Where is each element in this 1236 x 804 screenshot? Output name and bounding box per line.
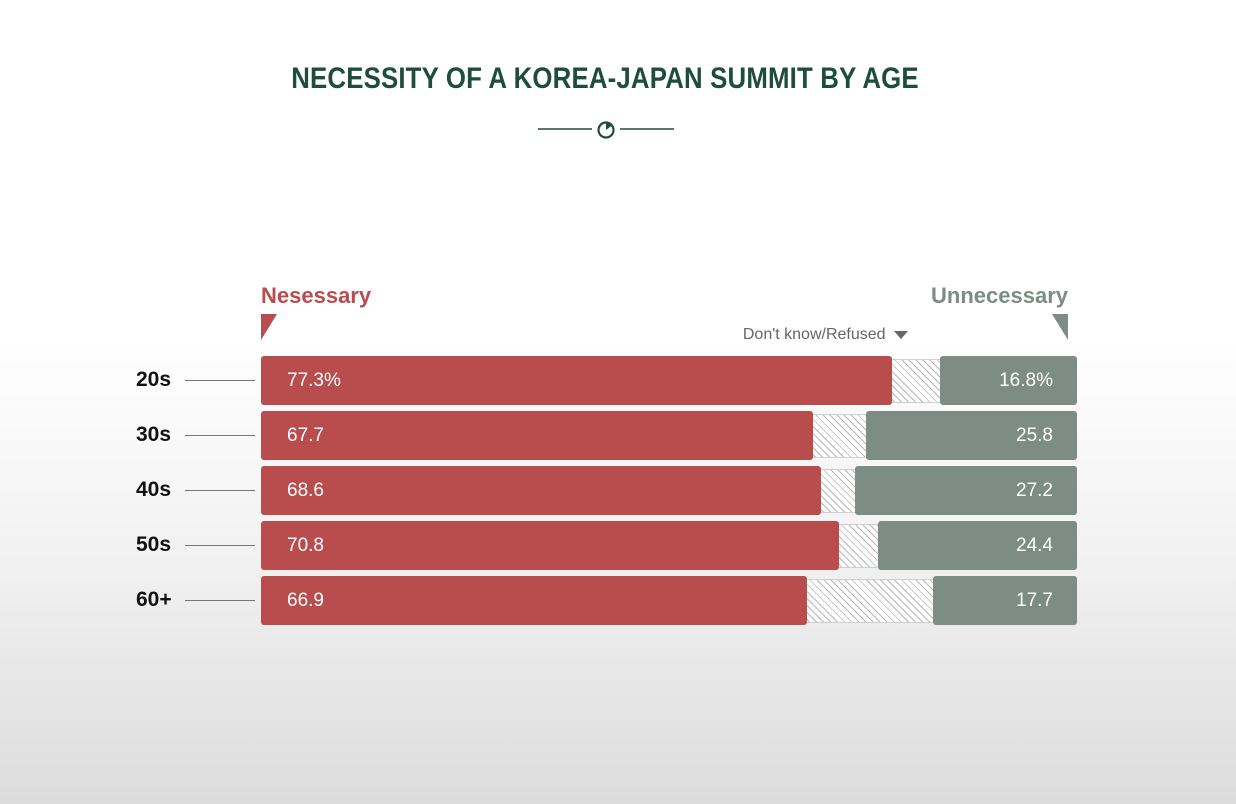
- row-label-60+: 60+: [136, 588, 172, 611]
- row-label-20s: 20s: [136, 368, 172, 391]
- row-label-40s: 40s: [136, 478, 172, 501]
- bar-necessary-value: 68.6: [287, 480, 324, 501]
- bar-necessary: 68.6: [261, 466, 821, 515]
- bar-dont-know: [887, 359, 944, 403]
- legend-dont-know: Don't know/Refused: [743, 326, 908, 344]
- bar-necessary: 70.8: [261, 521, 839, 570]
- row-label-50s: 50s: [136, 533, 172, 556]
- refresh-icon: [538, 121, 674, 139]
- bar-dont-know: [816, 469, 860, 513]
- bar-necessary-value: 70.8: [287, 535, 324, 556]
- legend-unnecessary: Unnecessary: [931, 283, 1068, 308]
- row-leader-line: [185, 380, 255, 381]
- bar-necessary-value: 77.3%: [287, 370, 341, 391]
- legend-necessary-marker: [261, 314, 277, 340]
- row-leader-line: [185, 435, 255, 436]
- bar-unnecessary-value: 17.7: [1016, 590, 1053, 611]
- row-label-30s: 30s: [136, 423, 172, 446]
- bar-necessary-value: 66.9: [287, 590, 324, 611]
- row-leader-line: [185, 490, 255, 491]
- bar-dont-know: [834, 524, 882, 568]
- bar-unnecessary: 24.4: [877, 521, 1077, 570]
- legend-unnecessary-marker: [1052, 314, 1068, 340]
- bar-unnecessary-value: 27.2: [1016, 480, 1053, 501]
- legend-necessary: Nesessary: [261, 283, 372, 308]
- bar-unnecessary: 25.8: [866, 411, 1077, 460]
- bar-unnecessary: 27.2: [855, 466, 1077, 515]
- row-leader-line: [185, 545, 255, 546]
- row-leader-line: [185, 600, 255, 601]
- bar-unnecessary: 16.8%: [939, 356, 1077, 405]
- bar-necessary: 67.7: [261, 411, 814, 460]
- bar-unnecessary-value: 16.8%: [999, 370, 1053, 391]
- chart-title: NECESSITY OF A KOREA-JAPAN SUMMIT BY AGE: [291, 62, 919, 95]
- caret-down-icon: [894, 330, 908, 339]
- legend-dont-know-label: Don't know/Refused: [742, 326, 886, 343]
- bar-dont-know: [802, 579, 937, 623]
- bar-necessary-value: 67.7: [287, 425, 324, 446]
- bar-dont-know: [809, 414, 871, 458]
- bar-unnecessary-value: 25.8: [1016, 425, 1053, 446]
- bar-unnecessary: 17.7: [932, 576, 1077, 625]
- bar-necessary: 77.3%: [261, 356, 892, 405]
- bar-unnecessary-value: 24.4: [1016, 535, 1053, 556]
- bar-necessary: 66.9: [261, 576, 807, 625]
